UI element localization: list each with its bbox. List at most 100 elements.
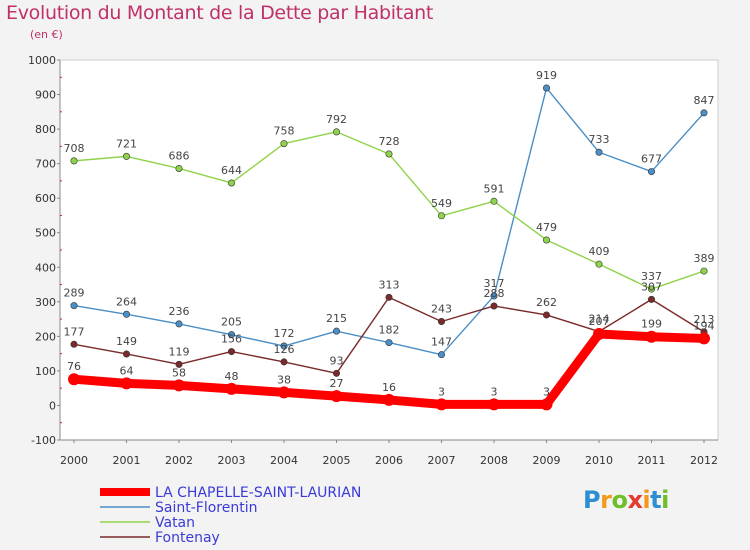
data-point-saint-florentin [490,292,498,300]
proxiti-logo: Proxiti [583,486,669,514]
x-tick-label: 2000 [60,454,88,467]
data-label-la-chapelle-saint-laurian: 48 [225,370,239,383]
data-label-saint-florentin: 182 [379,324,400,337]
data-point-vatan [123,152,131,160]
data-point-vatan [490,197,498,205]
y-tick-label: 800 [35,123,56,136]
data-point-fontenay [175,360,183,368]
x-tick-label: 2005 [323,454,351,467]
data-point-vatan [228,179,236,187]
data-label-vatan: 686 [169,149,190,162]
data-label-saint-florentin: 264 [116,295,137,308]
data-point-saint-florentin [385,339,393,347]
data-point-vatan [700,267,708,275]
logo-letter: r [600,486,612,514]
legend-label-fontenay: Fontenay [155,530,220,546]
data-point-la-chapelle-saint-laurian [540,398,553,411]
data-point-vatan [332,128,340,136]
y-tick-label: 600 [35,192,56,205]
data-label-saint-florentin: 733 [589,133,610,146]
data-point-la-chapelle-saint-laurian [435,398,448,411]
data-point-saint-florentin [595,148,603,156]
data-label-vatan: 758 [274,125,295,138]
data-point-vatan [385,150,393,158]
data-label-saint-florentin: 677 [641,153,662,166]
y-tick-label: 0 [49,399,56,412]
data-label-fontenay: 214 [589,313,610,326]
data-point-la-chapelle-saint-laurian [120,377,133,390]
x-tick-label: 2002 [165,454,193,467]
y-tick-label: 100 [35,365,56,378]
data-point-vatan [175,164,183,172]
data-label-fontenay: 213 [694,313,715,326]
data-label-la-chapelle-saint-laurian: 27 [330,377,344,390]
data-label-saint-florentin: 317 [484,277,505,290]
data-point-vatan [595,260,603,268]
data-label-la-chapelle-saint-laurian: 3 [491,385,498,398]
legend-label-saint-florentin: Saint-Florentin [155,500,257,516]
data-point-la-chapelle-saint-laurian [173,379,185,392]
y-tick-label: -100 [31,434,56,447]
data-point-vatan [280,140,288,148]
chart-axes: -100 0 100 200 300 400 500 600 700 800 900 1000 2000… [28,54,719,467]
data-label-fontenay: 119 [169,345,190,358]
data-point-saint-florentin [70,302,78,310]
y-tick-label: 1000 [28,54,56,67]
data-label-la-chapelle-saint-laurian: 194 [694,319,715,332]
x-tick-label: 2007 [428,454,456,467]
data-label-saint-florentin: 289 [64,287,85,300]
legend-label-la-chapelle-saint-laurian: LA CHAPELLE-SAINT-LAURIAN [155,485,361,501]
data-label-vatan: 591 [484,182,505,195]
x-tick-label: 2003 [218,454,246,467]
data-point-vatan [542,236,550,244]
data-label-vatan: 389 [694,252,715,265]
data-point-la-chapelle-saint-laurian [68,373,80,386]
data-point-la-chapelle-saint-laurian [330,390,343,403]
legend-label-vatan: Vatan [155,515,195,531]
data-point-la-chapelle-saint-laurian [225,382,238,395]
data-point-fontenay [332,369,340,377]
data-point-fontenay [123,350,131,358]
data-label-vatan: 644 [221,164,242,177]
data-point-saint-florentin [228,331,236,339]
data-point-fontenay [490,302,498,310]
data-point-saint-florentin [647,168,655,176]
data-label-la-chapelle-saint-laurian: 38 [277,373,291,386]
y-tick-label: 400 [35,261,56,274]
data-label-saint-florentin: 172 [274,327,295,340]
data-point-fontenay [385,293,393,301]
data-label-fontenay: 307 [641,280,662,293]
data-label-fontenay: 93 [330,354,344,367]
data-point-fontenay [280,358,288,366]
x-tick-label: 2009 [533,454,561,467]
x-tick-label: 2011 [638,454,666,467]
data-label-vatan: 721 [116,137,137,150]
data-label-saint-florentin: 847 [694,94,715,107]
data-label-vatan: 479 [536,221,557,234]
data-label-saint-florentin: 236 [169,305,190,318]
data-label-la-chapelle-saint-laurian: 64 [120,364,134,377]
logo-letter: i [661,486,669,514]
y-tick-label: 200 [35,330,56,343]
data-label-vatan: 549 [431,197,452,210]
y-tick-label: 500 [35,227,56,240]
logo-letter: t [650,486,662,514]
data-label-vatan: 337 [641,270,662,283]
plot-area [59,59,719,441]
chart-unit-label: (en €) [30,28,63,41]
logo-letter: o [611,486,628,514]
x-tick-label: 2010 [585,454,613,467]
x-tick-label: 2008 [480,454,508,467]
x-tick-label: 2012 [690,454,718,467]
chart-series [68,84,710,411]
data-label-fontenay: 177 [64,325,85,338]
data-point-saint-florentin [332,327,340,335]
data-label-la-chapelle-saint-laurian: 199 [641,318,662,331]
x-tick-label: 2001 [113,454,141,467]
data-point-saint-florentin [175,320,183,328]
data-point-saint-florentin [123,310,131,318]
logo-letter: P [583,486,601,514]
x-tick-label: 2006 [375,454,403,467]
data-label-fontenay: 288 [484,287,505,300]
data-label-la-chapelle-saint-laurian: 58 [172,366,186,379]
